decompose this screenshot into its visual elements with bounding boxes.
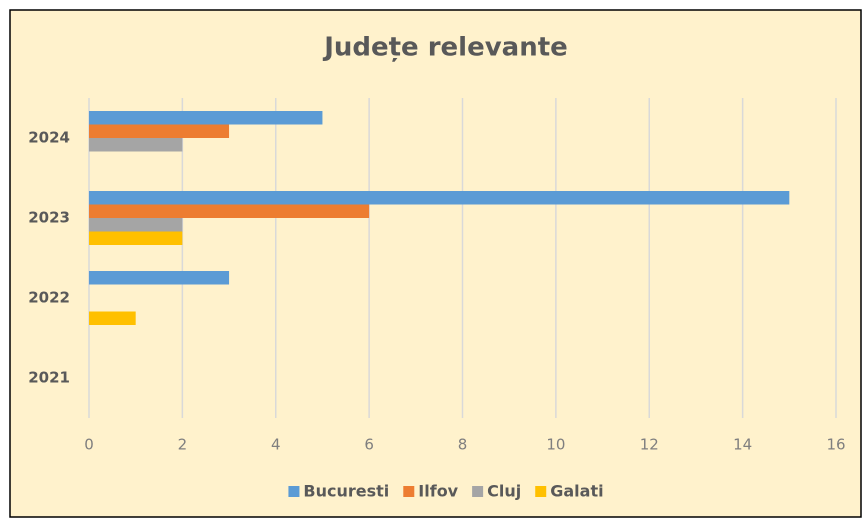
chart-title: Județe relevante xyxy=(322,33,568,63)
x-tick-label: 2 xyxy=(178,436,188,454)
legend-label: Cluj xyxy=(487,482,521,501)
y-tick-label: 2021 xyxy=(28,369,70,387)
y-tick-label: 2022 xyxy=(28,289,70,307)
bar xyxy=(89,138,183,152)
y-tick-label: 2023 xyxy=(28,209,70,227)
x-tick-label: 14 xyxy=(733,436,752,454)
bar xyxy=(89,124,230,138)
bar xyxy=(89,271,230,285)
bar xyxy=(89,231,183,245)
legend: Bucuresti Ilfov Cluj Galati xyxy=(288,482,604,501)
bar xyxy=(89,204,370,218)
x-tick-label: 12 xyxy=(640,436,659,454)
x-tick-label: 4 xyxy=(271,436,281,454)
chart-frame xyxy=(9,9,862,518)
legend-swatch xyxy=(535,486,547,497)
bar xyxy=(89,218,183,232)
legend-label: Ilfov xyxy=(418,482,458,501)
x-tick-label: 0 xyxy=(84,436,94,454)
bar xyxy=(89,191,790,205)
x-tick-label: 6 xyxy=(364,436,374,454)
legend-swatch xyxy=(288,486,300,497)
legend-label: Bucuresti xyxy=(303,482,389,501)
legend-swatch xyxy=(403,486,415,497)
legend-label: Galati xyxy=(550,482,603,501)
y-tick-label: 2024 xyxy=(28,129,70,147)
bar xyxy=(89,111,323,125)
x-tick-label: 10 xyxy=(546,436,565,454)
legend-swatch xyxy=(472,486,484,497)
bar xyxy=(89,311,136,325)
x-tick-label: 8 xyxy=(458,436,468,454)
x-tick-label: 16 xyxy=(826,436,845,454)
